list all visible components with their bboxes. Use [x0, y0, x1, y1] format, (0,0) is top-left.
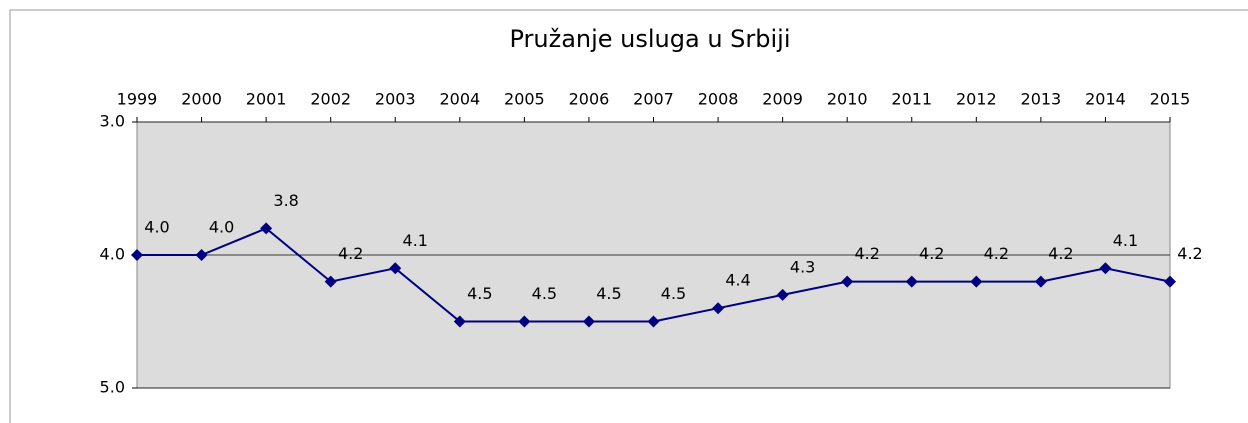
x-tick-label: 2012: [956, 90, 997, 109]
y-tick-label: 3.0: [100, 112, 125, 131]
data-label: 4.5: [467, 284, 492, 303]
data-label: 4.4: [725, 271, 750, 290]
x-tick-label: 2014: [1085, 90, 1126, 109]
marker: [389, 262, 402, 275]
marker: [195, 249, 208, 261]
x-tick-label: 2011: [891, 90, 932, 109]
data-label: 4.2: [854, 244, 879, 263]
frame: [9, 9, 1248, 423]
data-label: 3.8: [273, 191, 298, 210]
x-tick-label: 1999: [117, 90, 158, 109]
data-label: 4.0: [144, 218, 169, 237]
data-label: 4.2: [919, 244, 944, 263]
marker: [453, 315, 466, 328]
chart-title: Pružanje usluga u Srbiji: [509, 25, 790, 53]
data-label: 4.5: [661, 284, 686, 303]
data-label: 4.2: [1177, 244, 1202, 263]
data-label: 4.1: [403, 231, 428, 250]
y-tick-label: 4.0: [100, 245, 125, 264]
marker: [647, 315, 660, 328]
x-tick-label: 2013: [1021, 90, 1062, 109]
marker: [324, 275, 337, 288]
x-tick-label: 2005: [504, 90, 545, 109]
marker: [905, 275, 918, 288]
marker: [582, 315, 595, 328]
data-label: 4.5: [532, 284, 557, 303]
x-tick-label: 2001: [246, 90, 287, 109]
data-label: 4.1: [1113, 231, 1138, 250]
marker: [1034, 275, 1047, 288]
marker: [260, 222, 273, 235]
marker: [1099, 262, 1112, 275]
x-tick-label: 2009: [762, 90, 803, 109]
data-label: 4.2: [1048, 244, 1073, 263]
marker: [776, 288, 789, 301]
data-label: 4.3: [790, 257, 815, 276]
marker: [841, 275, 854, 288]
x-tick-label: 2000: [181, 90, 222, 109]
x-tick-label: 2004: [439, 90, 480, 109]
x-tick-label: 2003: [375, 90, 416, 109]
x-tick-label: 2007: [633, 90, 674, 109]
marker: [131, 249, 143, 261]
x-tick-label: 2015: [1150, 90, 1191, 109]
marker: [518, 315, 531, 328]
data-label: 4.0: [209, 218, 234, 237]
marker: [712, 302, 725, 315]
x-tick-label: 2006: [569, 90, 610, 109]
x-tick-label: 2002: [310, 90, 351, 109]
data-label: 4.2: [338, 244, 363, 263]
x-tick-label: 2010: [827, 90, 868, 109]
data-label: 4.5: [596, 284, 621, 303]
x-tick-label: 2008: [698, 90, 739, 109]
data-label: 4.2: [984, 244, 1009, 263]
marker: [1164, 275, 1176, 288]
y-tick-label: 5.0: [100, 378, 125, 397]
marker: [970, 275, 983, 288]
